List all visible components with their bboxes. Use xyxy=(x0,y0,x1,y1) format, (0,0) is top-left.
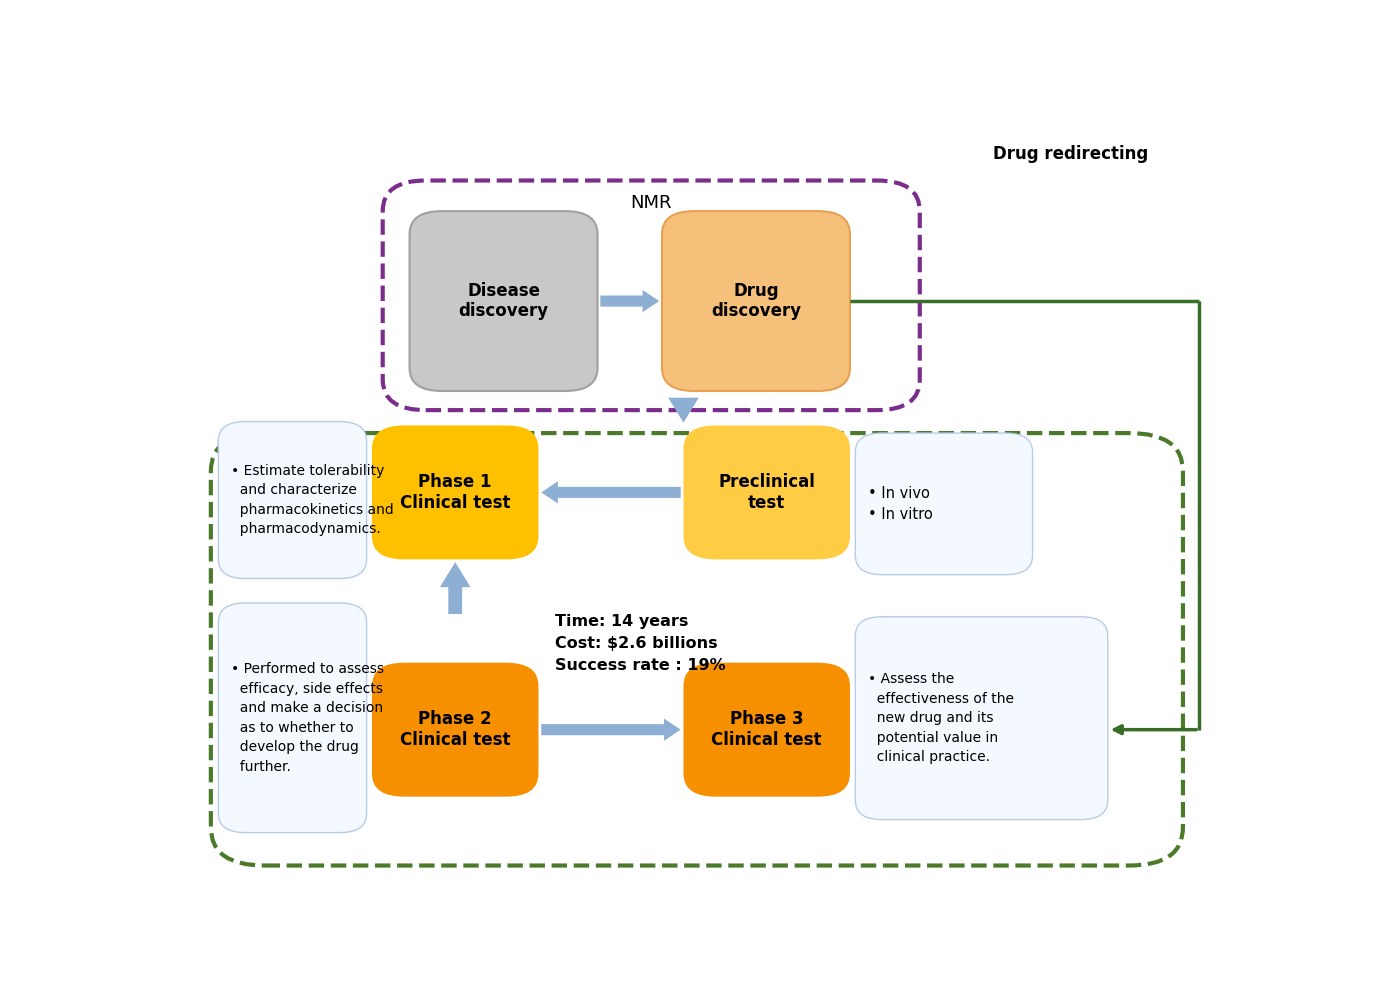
FancyBboxPatch shape xyxy=(855,616,1107,820)
Text: Disease
discovery: Disease discovery xyxy=(459,281,549,320)
Text: • In vivo
• In vitro: • In vivo • In vitro xyxy=(868,486,933,522)
Text: Phase 1
Clinical test: Phase 1 Clinical test xyxy=(401,473,510,512)
FancyBboxPatch shape xyxy=(855,433,1033,575)
FancyBboxPatch shape xyxy=(683,663,850,796)
FancyBboxPatch shape xyxy=(219,603,366,833)
FancyBboxPatch shape xyxy=(410,211,597,391)
Text: • Estimate tolerability
  and characterize
  pharmacokinetics and
  pharmacodyna: • Estimate tolerability and characterize… xyxy=(231,464,394,537)
FancyBboxPatch shape xyxy=(371,425,538,560)
FancyBboxPatch shape xyxy=(371,663,538,796)
Text: Phase 2
Clinical test: Phase 2 Clinical test xyxy=(401,711,510,749)
Text: Phase 3
Clinical test: Phase 3 Clinical test xyxy=(711,711,822,749)
Text: Time: 14 years
Cost: $2.6 billions
Success rate : 19%: Time: 14 years Cost: $2.6 billions Succe… xyxy=(554,614,725,673)
FancyBboxPatch shape xyxy=(663,211,850,391)
FancyBboxPatch shape xyxy=(219,421,366,579)
Text: Preclinical
test: Preclinical test xyxy=(718,473,815,512)
Text: Drug
discovery: Drug discovery xyxy=(711,281,801,320)
Text: NMR: NMR xyxy=(631,195,672,213)
Text: • Performed to assess
  efficacy, side effects
  and make a decision
  as to whe: • Performed to assess efficacy, side eff… xyxy=(231,662,384,773)
Text: Drug redirecting: Drug redirecting xyxy=(992,145,1148,163)
FancyBboxPatch shape xyxy=(683,425,850,560)
Text: • Assess the
  effectiveness of the
  new drug and its
  potential value in
  cl: • Assess the effectiveness of the new dr… xyxy=(868,672,1015,764)
